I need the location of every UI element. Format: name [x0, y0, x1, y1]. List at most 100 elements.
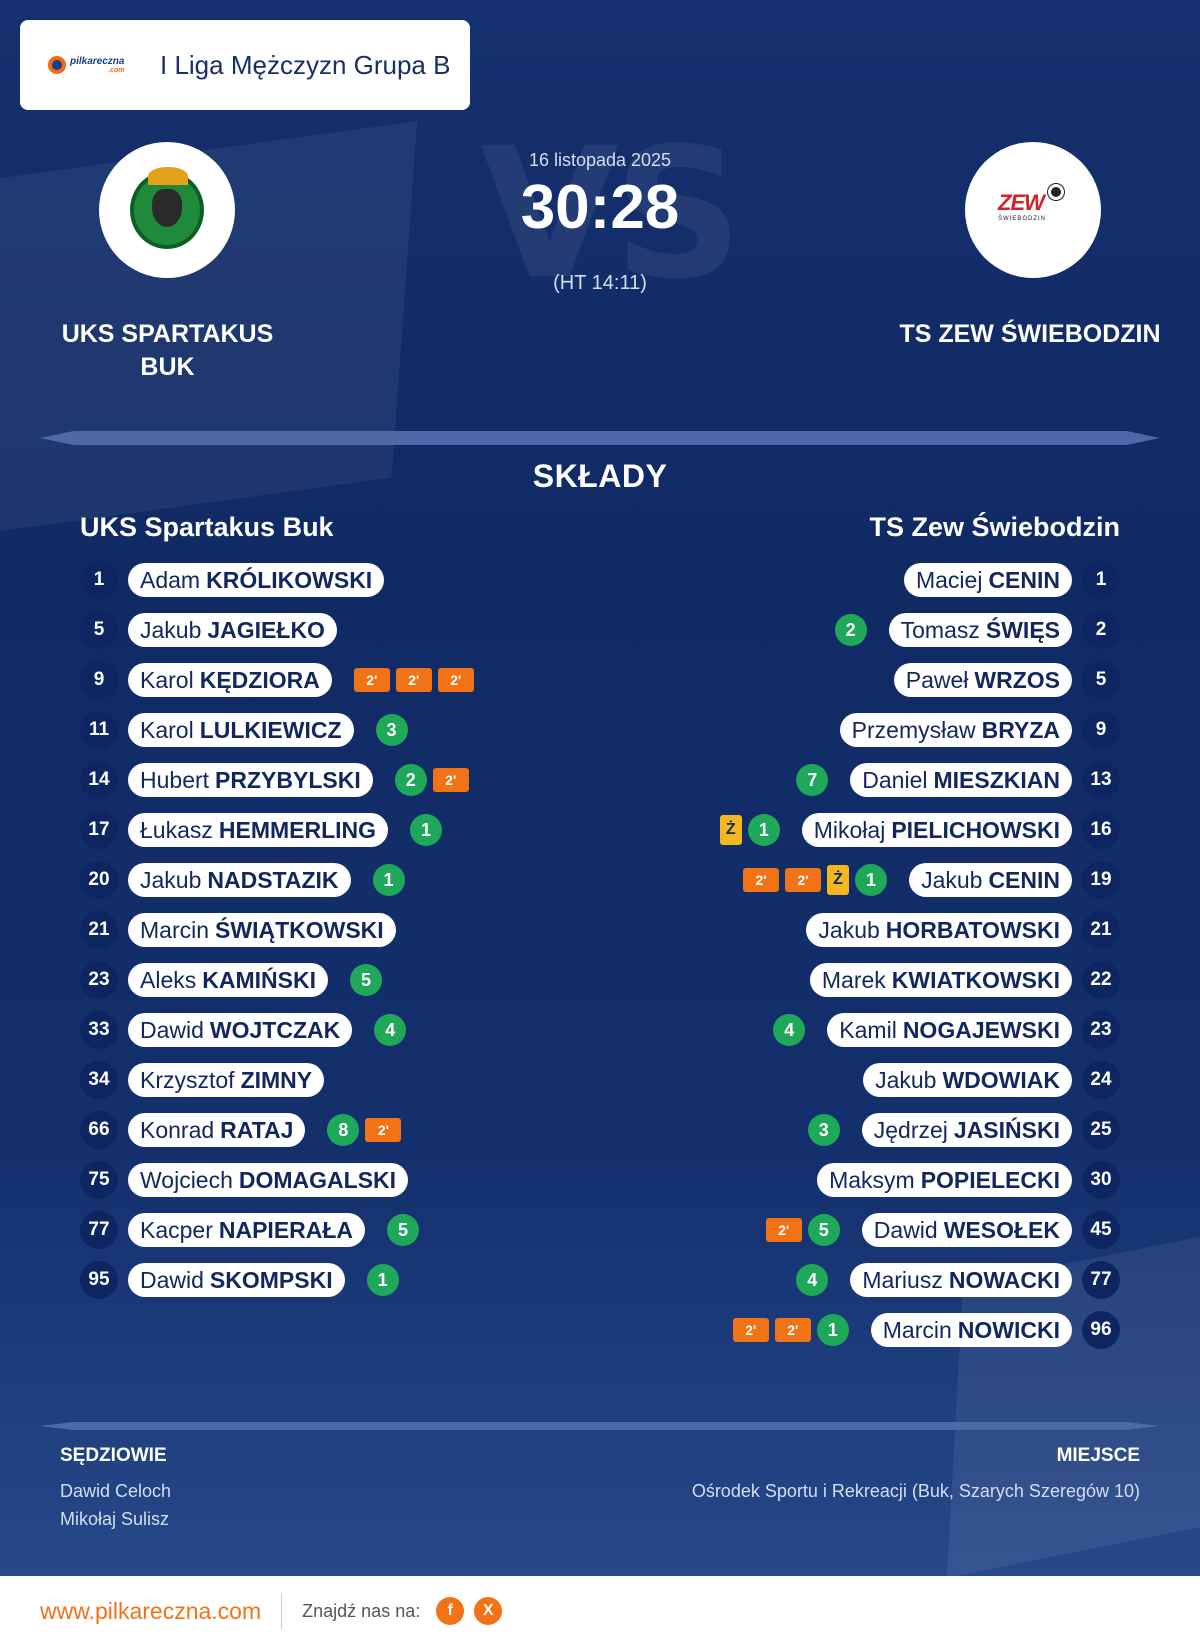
player-name: Dawid SKOMPSKI — [128, 1263, 345, 1297]
player-name: Daniel MIESZKIAN — [850, 763, 1072, 797]
goals-badge: 7 — [796, 764, 829, 796]
player-number: 95 — [80, 1261, 118, 1299]
player-first-name: Jakub — [818, 916, 880, 943]
goals-badge: 4 — [796, 1264, 829, 1296]
player-name: Karol KĘDZIORA — [128, 663, 332, 697]
player-name: Aleks KAMIŃSKI — [128, 963, 328, 997]
divider — [40, 431, 1160, 445]
divider — [40, 1422, 1160, 1430]
player-number: 14 — [80, 761, 118, 799]
player-row: 20 Jakub NADSTAZIK 1 — [80, 855, 640, 905]
player-last-name: SKOMPSKI — [209, 1266, 333, 1293]
facebook-icon[interactable]: f — [436, 1597, 465, 1625]
goals-badge: 1 — [855, 864, 888, 896]
player-number: 11 — [80, 711, 118, 749]
player-last-name: CENIN — [988, 566, 1060, 593]
away-lineup-title: TS Zew Świebodzin — [869, 512, 1120, 542]
suspension-badge: 2' — [437, 668, 474, 692]
player-stats: 5 — [349, 964, 382, 996]
player-last-name: LULKIEWICZ — [199, 716, 342, 743]
player-row: 33 Dawid WOJTCZAK 4 — [80, 1005, 640, 1055]
yellow-card-badge: Ż — [719, 815, 742, 845]
player-row: 1 Adam KRÓLIKOWSKI — [80, 555, 640, 605]
player-name: Kamil NOGAJEWSKI — [827, 1013, 1072, 1047]
player-row: 66 Konrad RATAJ 8 2' — [80, 1105, 640, 1155]
player-row: 9 Przemysław BRYZA — [560, 705, 1120, 755]
league-name: I Liga Mężczyzn Grupa B — [160, 49, 451, 80]
player-number: 17 — [80, 811, 118, 849]
player-first-name: Przemysław — [851, 716, 976, 743]
player-last-name: WRZOS — [974, 666, 1060, 693]
player-name: Adam KRÓLIKOWSKI — [128, 563, 385, 597]
player-number: 9 — [1082, 711, 1120, 749]
player-name: Jędrzej JASIŃSKI — [861, 1113, 1072, 1147]
player-last-name: DOMAGALSKI — [238, 1166, 397, 1193]
player-first-name: Jakub — [875, 1066, 937, 1093]
player-last-name: ŚWIĄTKOWSKI — [215, 916, 384, 943]
player-number: 45 — [1082, 1211, 1120, 1249]
player-number: 5 — [80, 611, 118, 649]
player-number: 13 — [1082, 761, 1120, 799]
player-first-name: Mikołaj — [813, 816, 886, 843]
player-row: 2 Tomasz ŚWIĘS 2 — [560, 605, 1120, 655]
find-us-label: Znajdź nas na: — [302, 1600, 421, 1621]
player-stats: 2' 2' 1 — [732, 1314, 849, 1346]
player-row: 21 Marcin ŚWIĄTKOWSKI — [80, 905, 640, 955]
player-row: 77 Mariusz NOWACKI 4 — [560, 1255, 1120, 1305]
player-last-name: NOGAJEWSKI — [902, 1016, 1060, 1043]
player-first-name: Kamil — [839, 1016, 897, 1043]
website-link[interactable]: www.pilkareczna.com — [40, 1597, 262, 1624]
player-last-name: WOJTCZAK — [209, 1016, 341, 1043]
away-team-name: TS ZEW ŚWIEBODZIN — [899, 320, 1161, 348]
player-row: 14 Hubert PRZYBYLSKI 2 2' — [80, 755, 640, 805]
player-number: 24 — [1082, 1061, 1120, 1099]
goals-badge: 8 — [327, 1114, 360, 1146]
player-row: 1 Maciej CENIN — [560, 555, 1120, 605]
player-stats: 2 — [834, 614, 867, 646]
away-team-crest: ZEW ŚWIEBODZIN — [965, 142, 1101, 278]
player-number: 22 — [1082, 961, 1120, 999]
player-name: Kacper NAPIERAŁA — [128, 1213, 366, 1247]
player-name: Jakub NADSTAZIK — [128, 863, 351, 897]
player-first-name: Maksym — [829, 1166, 915, 1193]
goals-badge: 5 — [807, 1214, 840, 1246]
x-icon[interactable]: X — [474, 1597, 503, 1625]
player-row: 34 Krzysztof ZIMNY — [80, 1055, 640, 1105]
player-first-name: Paweł — [905, 666, 969, 693]
player-first-name: Adam — [140, 566, 201, 593]
player-row: 75 Wojciech DOMAGALSKI — [80, 1155, 640, 1205]
player-name: Maksym POPIELECKI — [817, 1163, 1072, 1197]
player-stats: 3 — [375, 714, 408, 746]
player-stats: 4 — [796, 1264, 829, 1296]
player-number: 1 — [1082, 561, 1120, 599]
player-last-name: HEMMERLING — [218, 816, 377, 843]
player-number: 16 — [1082, 811, 1120, 849]
pilkareczna-logo: pilkareczna .com — [48, 56, 138, 74]
goals-badge: 1 — [372, 864, 405, 896]
goals-badge: 1 — [410, 814, 443, 846]
player-stats: 2' 2' Ż 1 — [743, 864, 888, 896]
player-row: 5 Paweł WRZOS — [560, 655, 1120, 705]
player-first-name: Wojciech — [140, 1166, 233, 1193]
player-last-name: POPIELECKI — [920, 1166, 1060, 1193]
player-name: Przemysław BRYZA — [839, 713, 1072, 747]
player-first-name: Jędrzej — [873, 1116, 948, 1143]
player-number: 96 — [1082, 1311, 1120, 1349]
player-number: 33 — [80, 1011, 118, 1049]
player-first-name: Kacper — [140, 1216, 213, 1243]
player-last-name: KRÓLIKOWSKI — [206, 566, 373, 593]
player-last-name: WESOŁEK — [943, 1216, 1060, 1243]
footer: www.pilkareczna.com Znajdź nas na: f X — [0, 1576, 1200, 1646]
player-first-name: Hubert — [140, 766, 210, 793]
player-first-name: Karol — [140, 666, 194, 693]
player-first-name: Dawid — [140, 1266, 204, 1293]
match-date: 16 listopada 2025 — [528, 150, 672, 170]
goals-badge: 1 — [816, 1314, 849, 1346]
player-first-name: Marcin — [882, 1316, 952, 1343]
player-last-name: JASIŃSKI — [953, 1116, 1060, 1143]
player-row: 11 Karol LULKIEWICZ 3 — [80, 705, 640, 755]
player-name: Marek KWIATKOWSKI — [809, 963, 1072, 997]
player-last-name: CENIN — [988, 866, 1060, 893]
